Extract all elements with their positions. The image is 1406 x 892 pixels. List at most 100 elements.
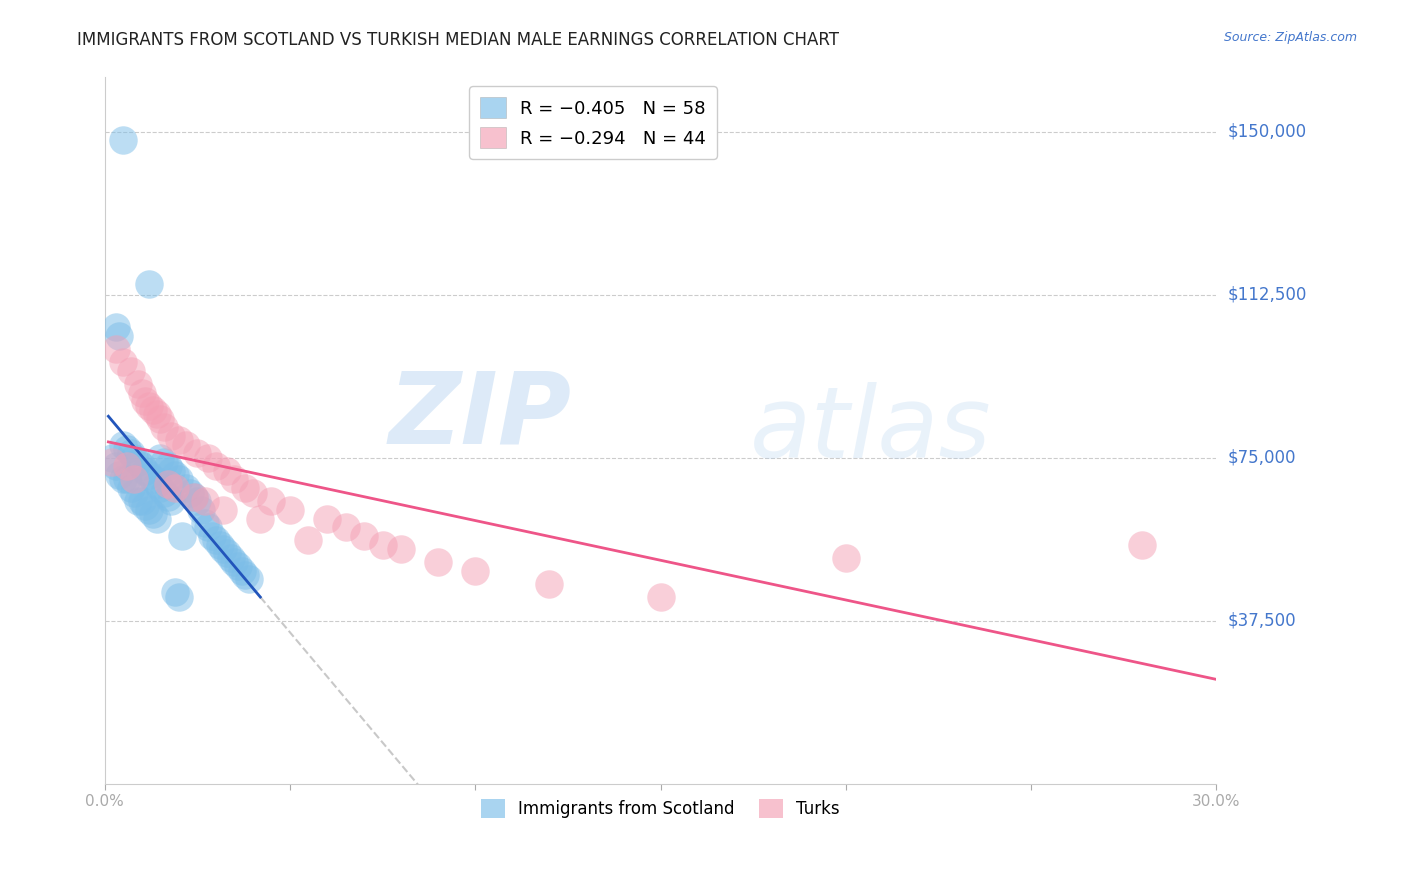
Point xyxy=(231,564,253,578)
Point xyxy=(142,508,165,522)
Point xyxy=(112,438,135,452)
Point xyxy=(1130,538,1153,552)
Point xyxy=(186,494,208,508)
Point xyxy=(120,364,142,378)
Point xyxy=(112,473,135,487)
Point xyxy=(104,342,127,356)
Point xyxy=(212,503,235,517)
Point xyxy=(165,481,187,495)
Point xyxy=(167,434,190,448)
Point xyxy=(389,542,412,557)
Point xyxy=(353,529,375,543)
Point xyxy=(190,503,212,517)
Point xyxy=(153,455,176,469)
Point xyxy=(186,446,208,460)
Text: $112,500: $112,500 xyxy=(1227,285,1306,304)
Point xyxy=(138,399,160,413)
Point xyxy=(160,464,183,478)
Point xyxy=(172,529,194,543)
Point xyxy=(538,576,561,591)
Point xyxy=(156,459,179,474)
Point xyxy=(316,511,339,525)
Point xyxy=(212,542,235,557)
Point xyxy=(108,468,131,483)
Point xyxy=(145,476,167,491)
Point xyxy=(115,459,138,474)
Point xyxy=(167,590,190,604)
Point xyxy=(127,494,149,508)
Point xyxy=(335,520,357,534)
Point xyxy=(124,450,146,465)
Point xyxy=(650,590,672,604)
Point xyxy=(153,485,176,500)
Point xyxy=(197,450,219,465)
Point xyxy=(260,494,283,508)
Point xyxy=(224,555,246,569)
Text: IMMIGRANTS FROM SCOTLAND VS TURKISH MEDIAN MALE EARNINGS CORRELATION CHART: IMMIGRANTS FROM SCOTLAND VS TURKISH MEDI… xyxy=(77,31,839,49)
Point xyxy=(174,481,197,495)
Point xyxy=(127,376,149,391)
Point xyxy=(215,464,238,478)
Point xyxy=(138,503,160,517)
Legend: Immigrants from Scotland, Turks: Immigrants from Scotland, Turks xyxy=(475,792,846,825)
Point xyxy=(101,450,124,465)
Point xyxy=(138,277,160,291)
Point xyxy=(235,481,257,495)
Point xyxy=(115,442,138,456)
Point xyxy=(238,573,260,587)
Point xyxy=(131,459,153,474)
Point xyxy=(127,455,149,469)
Point xyxy=(115,473,138,487)
Point xyxy=(183,490,205,504)
Text: $37,500: $37,500 xyxy=(1227,612,1296,630)
Point xyxy=(226,559,249,574)
Text: atlas: atlas xyxy=(749,382,991,479)
Point xyxy=(104,320,127,334)
Point xyxy=(149,450,172,465)
Point xyxy=(156,476,179,491)
Point xyxy=(149,481,172,495)
Point xyxy=(142,473,165,487)
Point xyxy=(194,494,217,508)
Point xyxy=(101,455,124,469)
Point xyxy=(149,411,172,425)
Point xyxy=(215,546,238,560)
Point xyxy=(160,429,183,443)
Point xyxy=(208,538,231,552)
Point xyxy=(201,529,224,543)
Point xyxy=(134,464,156,478)
Point xyxy=(156,490,179,504)
Point xyxy=(174,438,197,452)
Point xyxy=(124,473,146,487)
Point xyxy=(183,490,205,504)
Point xyxy=(131,385,153,400)
Point xyxy=(165,585,187,599)
Text: $150,000: $150,000 xyxy=(1227,123,1306,141)
Point xyxy=(104,459,127,474)
Point xyxy=(142,403,165,417)
Text: $75,000: $75,000 xyxy=(1227,449,1296,467)
Point xyxy=(427,555,450,569)
Point xyxy=(297,533,319,548)
Point xyxy=(205,459,228,474)
Point xyxy=(278,503,301,517)
Point xyxy=(205,533,228,548)
Point xyxy=(120,446,142,460)
Point xyxy=(165,468,187,483)
Point xyxy=(464,564,486,578)
Point xyxy=(134,394,156,409)
Text: ZIP: ZIP xyxy=(388,368,572,465)
Point xyxy=(235,568,257,582)
Point xyxy=(153,420,176,434)
Point xyxy=(160,494,183,508)
Point xyxy=(179,485,201,500)
Point xyxy=(167,473,190,487)
Point xyxy=(138,468,160,483)
Point xyxy=(124,485,146,500)
Point xyxy=(835,550,858,565)
Point xyxy=(249,511,271,525)
Point xyxy=(197,520,219,534)
Point xyxy=(112,355,135,369)
Point xyxy=(219,550,242,565)
Point xyxy=(108,329,131,343)
